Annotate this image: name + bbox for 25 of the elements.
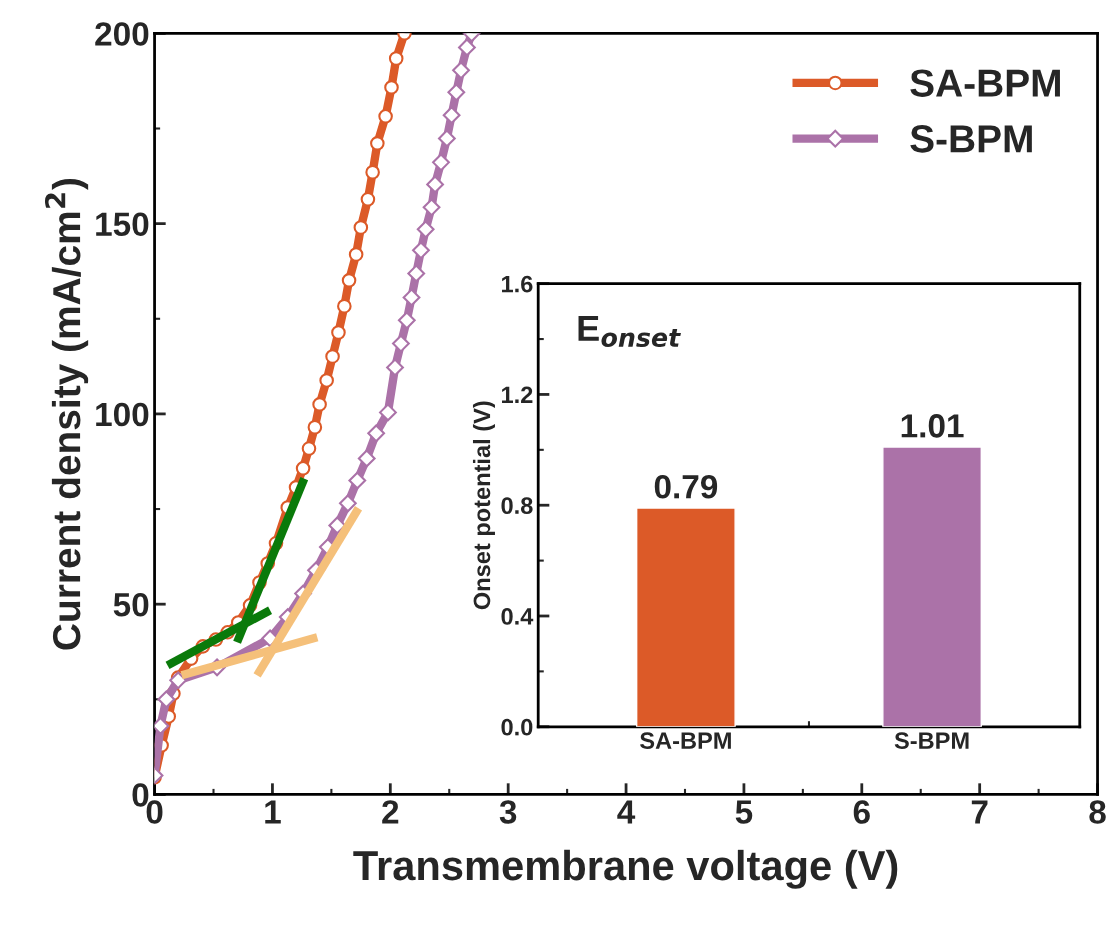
data-label: 1.01 xyxy=(901,414,964,438)
y-tick-label: 50 xyxy=(113,592,149,617)
y-axis-title: Onset potential (V) xyxy=(472,401,495,610)
y-tick-label: 200 xyxy=(95,22,149,46)
y-axis-title: Current density (mA/cm$^{2}$) xyxy=(44,178,89,650)
y-tick-label: 0.4 xyxy=(501,608,534,625)
x-tick-label: 4 xyxy=(617,800,636,824)
x-tick-label: 1 xyxy=(265,800,281,824)
y-tick-label: 0.8 xyxy=(501,497,533,514)
data-label: 0.79 xyxy=(654,475,718,499)
y-tick-label: 150 xyxy=(96,212,149,237)
y-tick-label: 0.0 xyxy=(501,718,533,736)
x-axis-title: Transmembrane voltage (V) xyxy=(353,849,898,889)
x-tick-label: 7 xyxy=(971,800,988,824)
y-tick-label: 100 xyxy=(96,402,149,427)
y-tick-label: 1.2 xyxy=(502,386,533,403)
x-tick-label: 8 xyxy=(1089,800,1106,824)
annotation: E$_{onset}$ xyxy=(578,315,681,348)
x-tick-label: 2 xyxy=(382,800,399,824)
x-tick-label: 3 xyxy=(499,800,517,824)
legend-label: SA-BPM xyxy=(910,69,1060,97)
legend-label: S-BPM xyxy=(910,125,1032,153)
x-tick-label: 5 xyxy=(735,800,753,824)
y-tick-label: 1.6 xyxy=(502,275,533,293)
x-tick-label: 6 xyxy=(853,800,870,824)
